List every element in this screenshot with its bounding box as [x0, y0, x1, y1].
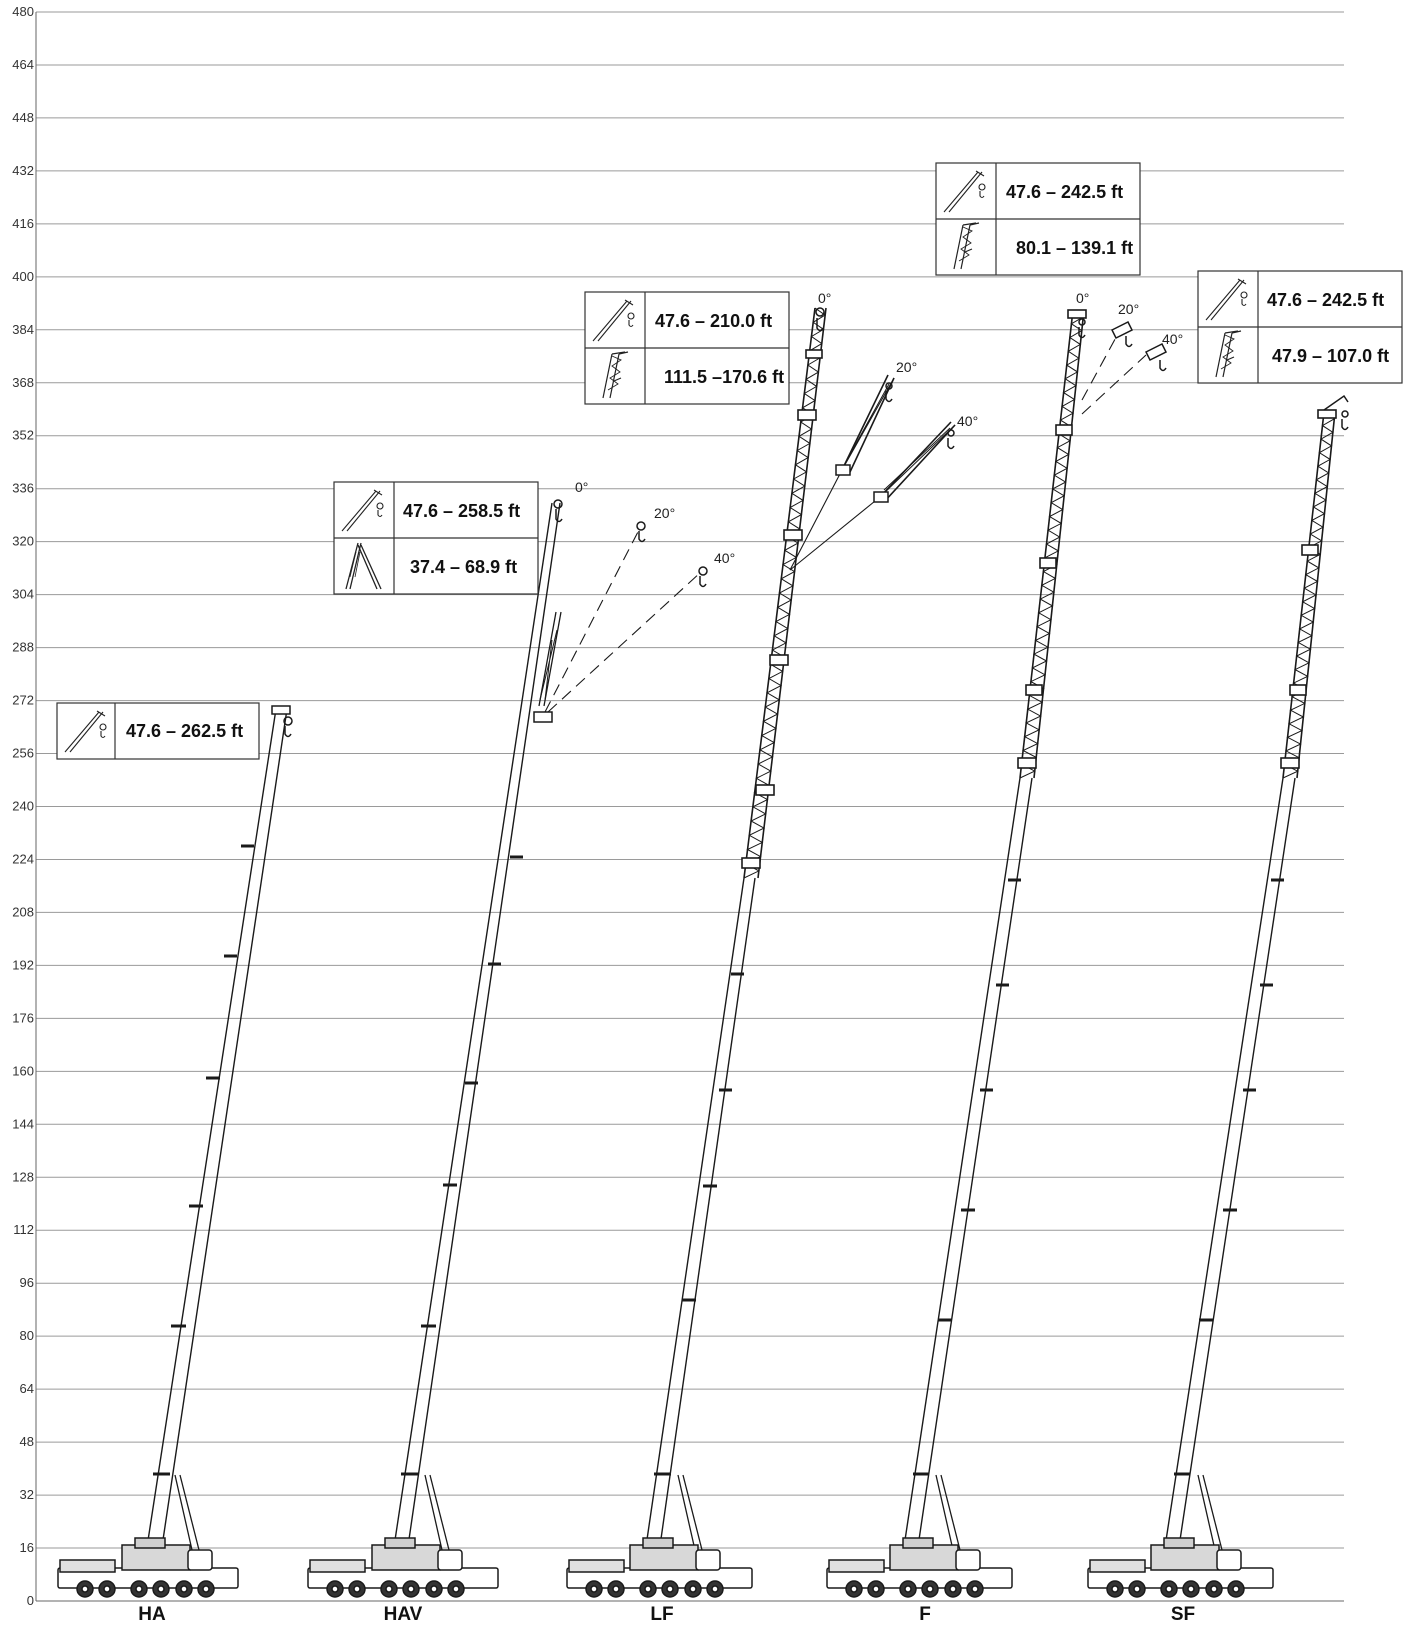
carrier-ha: [57, 1537, 239, 1598]
carrier-sf: [1087, 1537, 1274, 1598]
carrier-lf: [566, 1537, 753, 1598]
lattice-boom-f: [1017, 309, 1087, 779]
config-label-ha: HA: [138, 1604, 166, 1625]
angle-label-f-40: 40°: [1162, 331, 1183, 347]
range-text-sf-main: 47.6 – 242.5 ft: [1267, 290, 1384, 310]
boom-hav: [391, 499, 708, 1561]
lattice-jib-icon: [953, 222, 980, 270]
tick-label-96: 96: [20, 1275, 34, 1290]
lattice-boom-lf: [741, 307, 827, 879]
main-boom-icon: [943, 170, 986, 213]
main-boom-icon: [592, 299, 635, 342]
lattice-jib-icon: [1215, 330, 1242, 378]
angle-label-f-20: 20°: [1118, 301, 1139, 317]
angle-label-f-0: 0°: [1076, 290, 1089, 306]
range-text-hav-main: 47.6 – 258.5 ft: [403, 501, 520, 521]
range-text-hav-jib: 37.4 – 68.9 ft: [410, 557, 517, 577]
carrier-f: [826, 1537, 1013, 1598]
angle-label-lf-40: 40°: [957, 413, 978, 429]
range-text-lf-jib: 111.5 –170.6 ft: [664, 367, 784, 387]
boom-lf: [643, 307, 956, 1561]
config-label-hav: HAV: [384, 1604, 423, 1625]
tick-label-16: 16: [20, 1540, 34, 1555]
tick-label-240: 240: [12, 799, 34, 814]
range-box-f: 47.6 – 242.5 ft 80.1 – 139.1 ft: [935, 162, 1141, 276]
boom-sf: [1162, 394, 1349, 1561]
angle-label-hav-0: 0°: [575, 479, 588, 495]
height-gridlines: [35, 11, 1344, 1602]
boom-f: [901, 309, 1168, 1561]
main-boom-icon: [341, 489, 384, 532]
tick-label-320: 320: [12, 534, 34, 549]
crane-hav: 0° 20° 40° HAV: [307, 479, 735, 1625]
angle-label-lf-0: 0°: [818, 290, 831, 306]
tick-label-176: 176: [12, 1010, 34, 1025]
tick-label-384: 384: [12, 322, 34, 337]
range-box-lf: 47.6 – 210.0 ft 111.5 –170.6 ft: [584, 291, 790, 405]
tick-label-464: 464: [12, 57, 34, 72]
tick-label-208: 208: [12, 904, 34, 919]
crane-ha: HA: [57, 705, 293, 1625]
range-text-lf-main: 47.6 – 210.0 ft: [655, 311, 772, 331]
tick-label-80: 80: [20, 1328, 34, 1343]
lattice-boom-sf: [1280, 409, 1337, 779]
tick-label-400: 400: [12, 269, 34, 284]
tick-label-32: 32: [20, 1487, 34, 1502]
tick-label-272: 272: [12, 693, 34, 708]
tick-label-480: 480: [12, 4, 34, 19]
crane-lf: 0° 20° 40° LF: [566, 290, 978, 1625]
tick-label-192: 192: [12, 957, 34, 972]
angle-label-lf-20: 20°: [896, 359, 917, 375]
main-boom-icon: [64, 710, 107, 753]
lattice-jib-icon: [602, 351, 629, 399]
boom-ha: [144, 705, 293, 1561]
range-text-ha-main: 47.6 – 262.5 ft: [126, 721, 243, 741]
tick-label-64: 64: [20, 1381, 34, 1396]
crane-sf: SF: [1087, 394, 1349, 1625]
tick-label-256: 256: [12, 746, 34, 761]
tick-label-160: 160: [12, 1063, 34, 1078]
carrier-hav: [307, 1537, 499, 1598]
crane-f: 0° 20° 40° F: [826, 290, 1183, 1625]
tick-label-224: 224: [12, 851, 34, 866]
tick-label-432: 432: [12, 163, 34, 178]
tick-label-304: 304: [12, 587, 34, 602]
tick-label-448: 448: [12, 110, 34, 125]
range-text-f-main: 47.6 – 242.5 ft: [1006, 182, 1123, 202]
range-box-sf: 47.6 – 242.5 ft 47.9 – 107.0 ft: [1197, 270, 1403, 384]
config-label-sf: SF: [1171, 1604, 1195, 1625]
tick-label-48: 48: [20, 1434, 34, 1449]
tick-label-336: 336: [12, 481, 34, 496]
height-axis-labels: 0 16 32 48 64 80 96 112 128 144 160 176 192 208 224 240…: [12, 4, 34, 1608]
tick-label-352: 352: [12, 428, 34, 443]
range-text-sf-jib: 47.9 – 107.0 ft: [1272, 346, 1389, 366]
angle-label-hav-20: 20°: [654, 505, 675, 521]
range-box-ha: 47.6 – 262.5 ft: [56, 702, 260, 760]
config-label-f: F: [919, 1604, 931, 1625]
tick-label-144: 144: [12, 1116, 34, 1131]
config-label-lf: LF: [650, 1604, 673, 1625]
folding-jib-icon: [345, 542, 382, 590]
tick-label-416: 416: [12, 216, 34, 231]
tick-label-368: 368: [12, 375, 34, 390]
tick-label-112: 112: [13, 1222, 34, 1237]
tick-label-0: 0: [27, 1593, 34, 1608]
range-text-f-jib: 80.1 – 139.1 ft: [1016, 238, 1133, 258]
main-boom-icon: [1205, 278, 1248, 321]
tick-label-288: 288: [12, 640, 34, 655]
angle-label-hav-40: 40°: [714, 550, 735, 566]
range-box-hav: 47.6 – 258.5 ft 37.4 – 68.9 ft: [333, 481, 539, 595]
tick-label-128: 128: [12, 1169, 34, 1184]
